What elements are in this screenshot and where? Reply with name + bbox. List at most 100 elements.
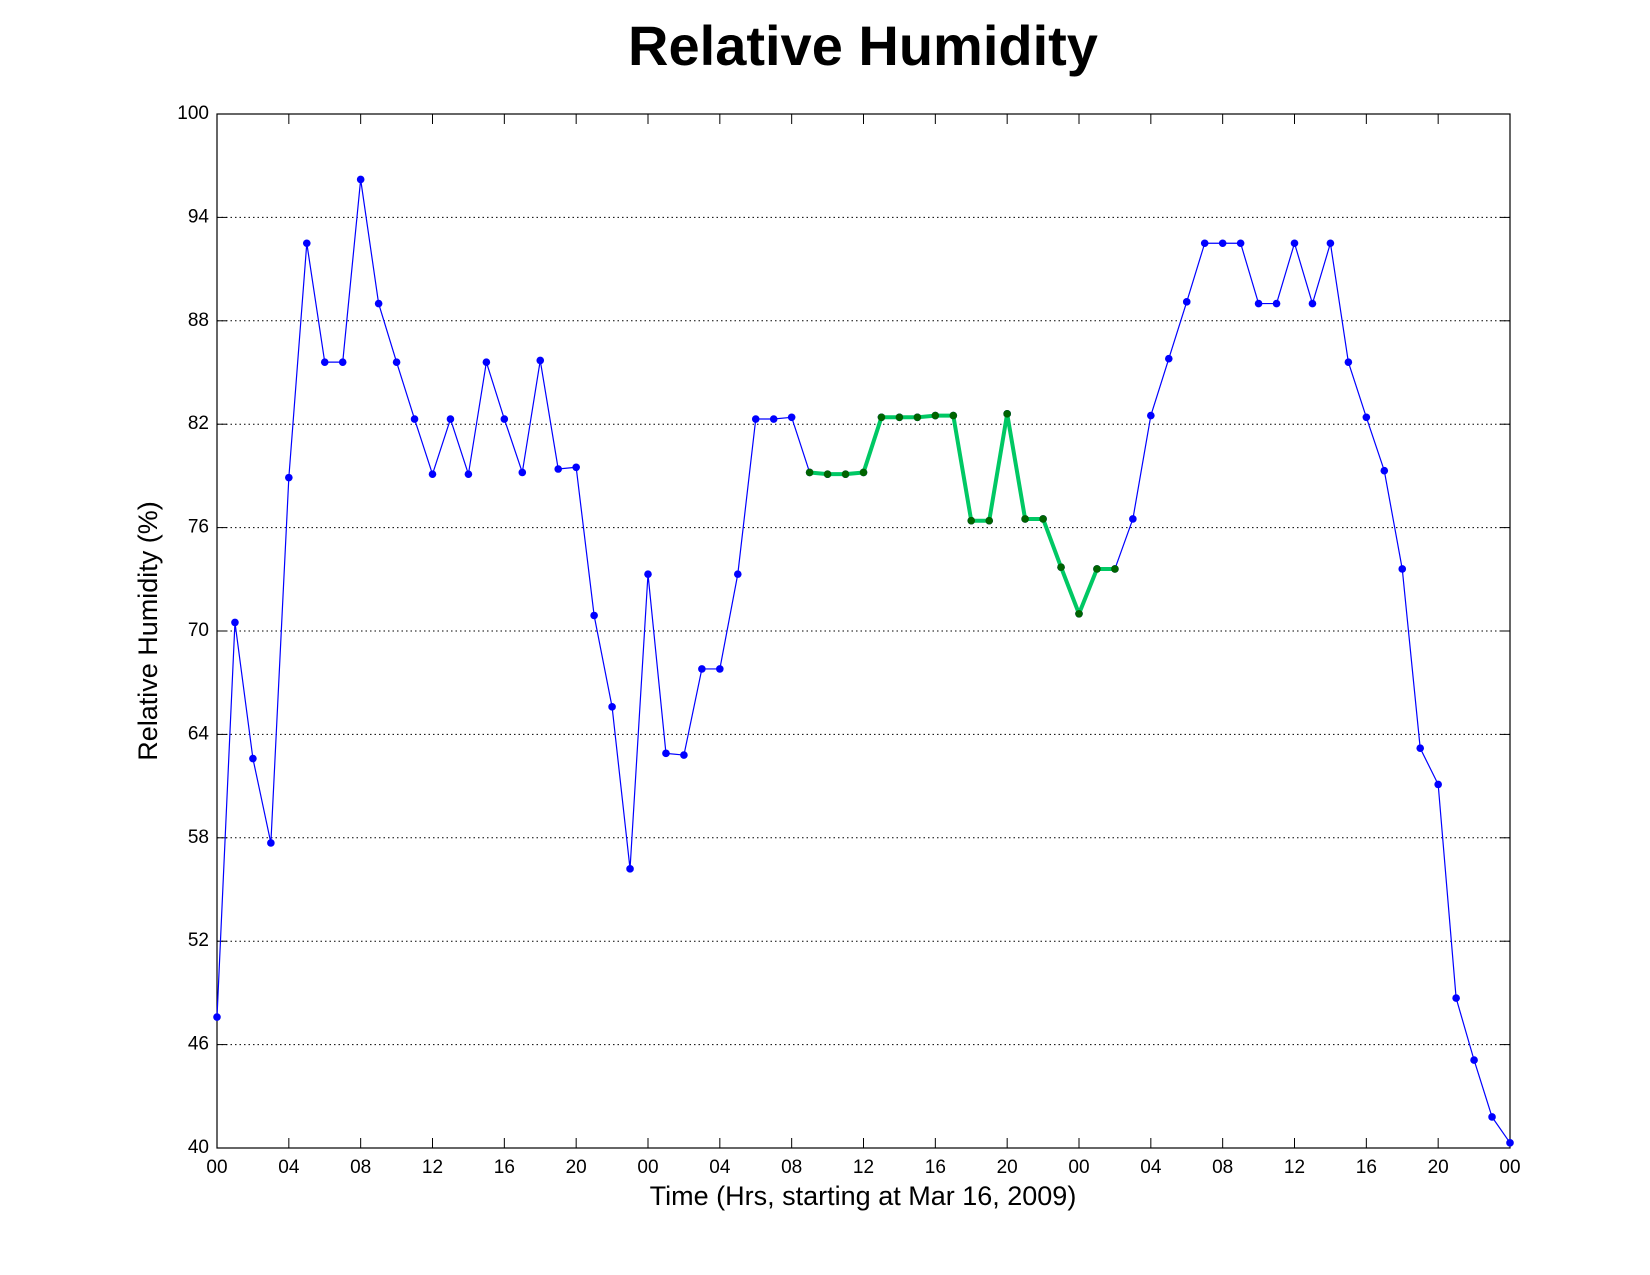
data-point — [1182, 298, 1191, 306]
data-point — [769, 415, 778, 423]
data-point — [1093, 565, 1101, 573]
y-axis-label: Relative Humidity (%) — [133, 501, 163, 761]
data-point — [500, 415, 509, 423]
y-tick-label: 58 — [188, 827, 209, 848]
x-tick-label: 08 — [350, 1157, 371, 1178]
data-point — [1039, 515, 1047, 523]
data-point — [967, 516, 976, 525]
x-tick-label: 00 — [206, 1157, 227, 1178]
x-tick-label: 16 — [494, 1157, 515, 1178]
data-point — [1416, 744, 1425, 752]
data-point — [446, 415, 455, 423]
data-point — [338, 358, 347, 366]
y-tick-label: 82 — [188, 413, 209, 434]
data-point — [680, 751, 688, 759]
data-point — [1434, 780, 1442, 789]
x-tick-label: 12 — [1284, 1157, 1305, 1178]
data-point — [985, 516, 994, 525]
data-point — [464, 470, 473, 478]
x-tick-label: 08 — [781, 1157, 802, 1178]
x-tick-label: 08 — [1212, 1157, 1233, 1178]
data-point — [1380, 466, 1389, 475]
data-point — [877, 413, 886, 422]
x-tick-label: 04 — [278, 1157, 300, 1178]
x-tick-label: 16 — [1356, 1157, 1377, 1178]
data-point — [1272, 299, 1281, 308]
data-point — [1075, 609, 1083, 618]
x-tick-label: 04 — [1140, 1157, 1162, 1178]
data-point — [1344, 358, 1353, 366]
data-point — [1200, 239, 1209, 248]
data-point — [1506, 1139, 1514, 1147]
data-point — [285, 473, 293, 482]
data-point — [823, 470, 832, 478]
data-point — [913, 413, 922, 422]
data-point — [841, 470, 850, 478]
data-point — [482, 358, 491, 366]
x-tick-label: 16 — [925, 1157, 946, 1178]
data-point — [213, 1013, 221, 1021]
data-point — [1057, 563, 1065, 572]
data-point — [1236, 239, 1245, 248]
plot-frame — [216, 113, 1511, 1149]
data-point — [249, 754, 257, 763]
data-point — [1147, 411, 1155, 420]
x-axis-label: Time (Hrs, starting at Mar 16, 2009) — [650, 1181, 1077, 1211]
y-tick-label: 40 — [188, 1137, 209, 1158]
data-point — [410, 415, 419, 423]
data-point — [1129, 515, 1137, 523]
x-tick-label: 00 — [1068, 1157, 1089, 1178]
data-point — [949, 411, 958, 420]
data-point — [1003, 410, 1011, 418]
x-tick-label: 20 — [997, 1157, 1018, 1178]
x-tick-label: 00 — [637, 1157, 658, 1178]
x-tick-label: 04 — [709, 1157, 731, 1178]
data-point — [1290, 239, 1299, 248]
data-point — [698, 665, 706, 673]
data-point — [1452, 994, 1460, 1002]
data-point — [787, 413, 796, 422]
y-tick-label: 88 — [188, 310, 209, 331]
data-point — [554, 465, 563, 473]
data-point — [1111, 565, 1119, 573]
data-point — [1398, 565, 1407, 573]
y-tick-label: 64 — [188, 723, 210, 744]
data-point — [1326, 239, 1335, 248]
y-tick-label: 46 — [188, 1034, 209, 1055]
data-point — [302, 239, 311, 248]
data-point — [1254, 299, 1263, 308]
data-point — [608, 703, 616, 711]
data-point — [644, 570, 652, 578]
data-point — [626, 865, 634, 873]
chart-title: Relative Humidity — [628, 14, 1098, 77]
data-point — [590, 611, 598, 620]
data-point — [320, 358, 329, 366]
data-point — [931, 411, 940, 420]
data-point — [392, 358, 401, 366]
data-point — [662, 749, 670, 758]
y-tick-label: 70 — [188, 620, 209, 641]
data-point — [428, 470, 437, 478]
data-point — [1362, 413, 1371, 422]
data-point — [716, 665, 724, 673]
data-point — [733, 570, 742, 578]
data-point — [859, 468, 868, 477]
data-point — [356, 175, 365, 184]
data-point — [1218, 239, 1227, 248]
data-point — [231, 618, 239, 627]
y-tick-label: 94 — [188, 206, 210, 227]
x-tick-label: 20 — [566, 1157, 587, 1178]
data-point — [895, 413, 904, 422]
x-tick-label: 12 — [853, 1157, 874, 1178]
data-point — [1164, 354, 1173, 363]
y-tick-label: 100 — [177, 103, 209, 124]
x-tick-label: 20 — [1428, 1157, 1449, 1178]
data-point — [536, 356, 545, 365]
data-point — [1488, 1113, 1496, 1121]
data-point — [1470, 1056, 1478, 1064]
data-point — [751, 415, 760, 423]
data-point — [1021, 515, 1029, 523]
